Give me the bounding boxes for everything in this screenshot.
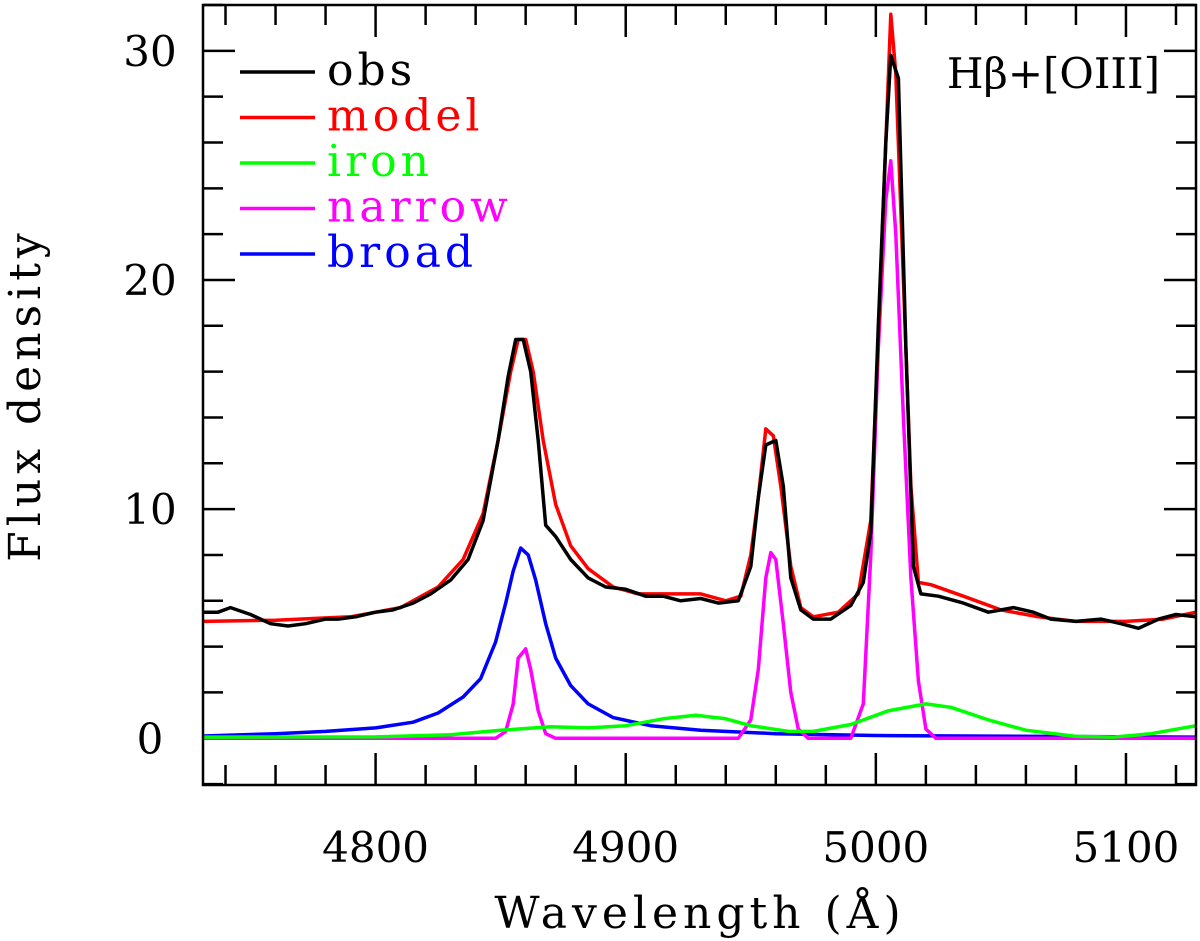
y-tick-label: 30: [123, 27, 176, 76]
legend-label-broad: broad: [327, 227, 477, 278]
y-tick-label: 0: [137, 714, 164, 763]
x-tick-label: 5100: [1073, 823, 1180, 872]
legend-label-model: model: [327, 91, 484, 142]
x-tick-label: 4900: [572, 823, 679, 872]
plot-frame: [201, 3, 1198, 787]
legend-label-iron: iron: [327, 136, 433, 187]
x-tick-label: 5000: [822, 823, 929, 872]
y-tick-label: 20: [123, 256, 176, 305]
series-line-obs: [203, 53, 1196, 631]
annotation-label: Hβ+[OIII]: [947, 49, 1160, 98]
y-axis-label: Flux density: [0, 228, 51, 561]
series-line-broad: [203, 546, 1196, 739]
tick-labels: 4800 4900 5000 5100 0 10 20 30: [123, 27, 1179, 872]
x-tick-label: 4800: [322, 823, 429, 872]
series-lines: [203, 12, 1196, 741]
x-axis-label: Wavelength (Å): [494, 886, 905, 939]
y-tick-label: 10: [123, 485, 176, 534]
legend-label-obs: obs: [327, 45, 416, 96]
legend-label-narrow: narrow: [327, 182, 512, 233]
series-line-narrow: [203, 159, 1196, 741]
series-line-iron: [203, 702, 1196, 739]
